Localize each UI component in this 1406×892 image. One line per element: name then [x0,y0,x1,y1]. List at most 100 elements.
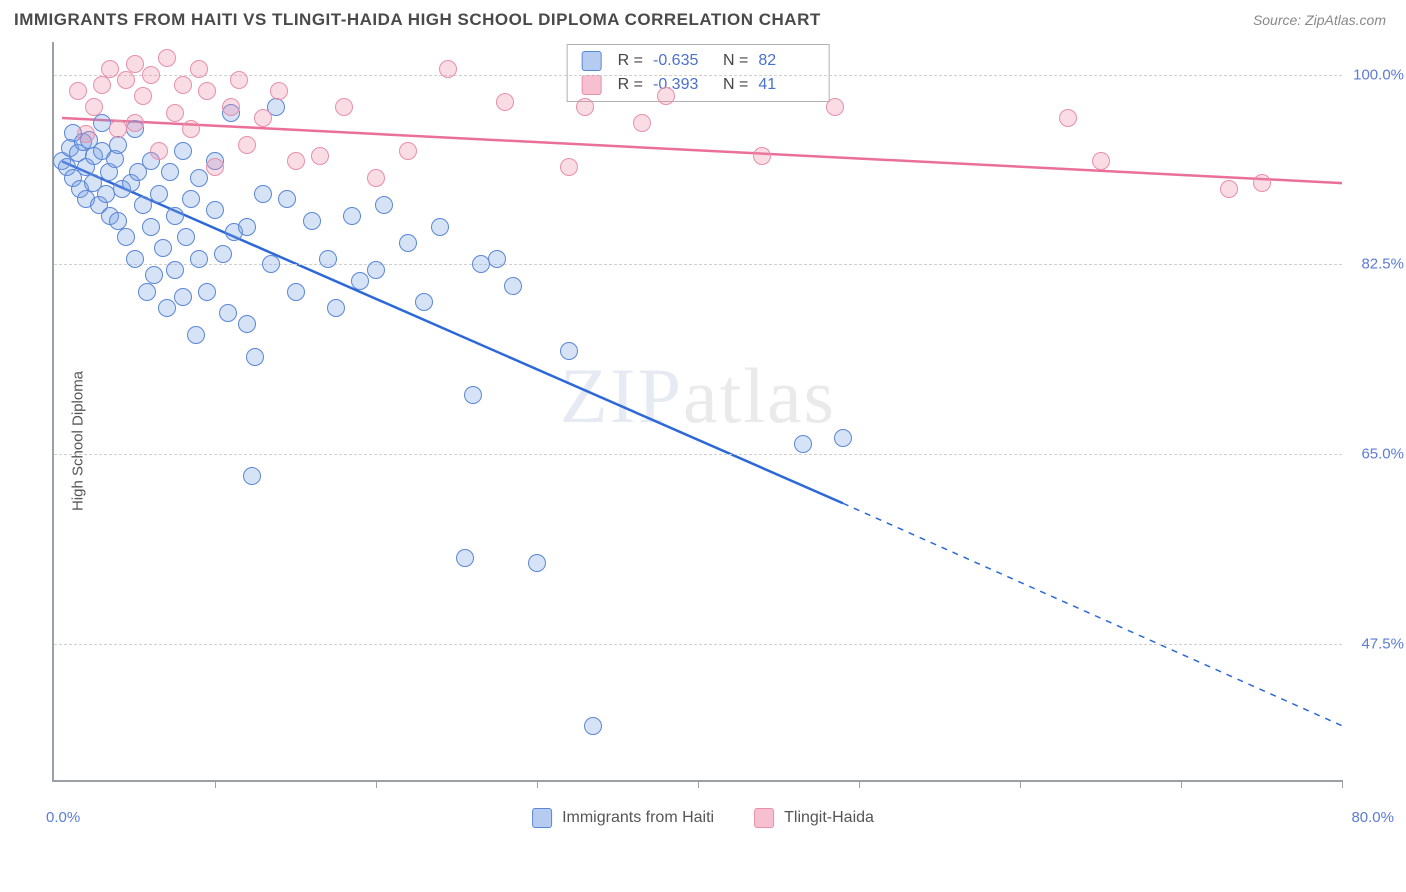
data-point [343,207,361,225]
data-point [126,55,144,73]
data-point [214,245,232,263]
data-point [161,163,179,181]
data-point [560,342,578,360]
n-label: N = [723,73,748,97]
data-point [560,158,578,176]
stats-box: R = -0.635 N = 82 R = -0.393 N = 41 [567,44,830,102]
x-tick [1020,780,1021,788]
n-label: N = [723,49,748,73]
y-tick-label: 47.5% [1348,636,1404,653]
data-point [456,549,474,567]
swatch-pink-icon [582,75,602,95]
r-label: R = [618,73,643,97]
n-value: 41 [758,73,814,97]
data-point [278,190,296,208]
data-point [117,228,135,246]
data-point [158,299,176,317]
data-point [158,49,176,67]
data-point [431,218,449,236]
x-tick [1342,780,1343,788]
y-tick-label: 100.0% [1348,66,1404,83]
chart-header: IMMIGRANTS FROM HAITI VS TLINGIT-HAIDA H… [0,0,1406,36]
data-point [367,261,385,279]
r-value: -0.635 [653,49,709,73]
data-point [238,218,256,236]
data-point [206,158,224,176]
data-point [174,288,192,306]
data-point [134,87,152,105]
data-point [262,255,280,273]
data-point [238,315,256,333]
data-point [504,277,522,295]
data-point [584,717,602,735]
data-point [794,435,812,453]
gridline-h [54,454,1342,455]
data-point [177,228,195,246]
data-point [319,250,337,268]
data-point [126,114,144,132]
data-point [287,283,305,301]
data-point [198,283,216,301]
data-point [142,66,160,84]
data-point [303,212,321,230]
legend-label: Tlingit-Haida [784,809,874,827]
data-point [101,60,119,78]
data-point [222,98,240,116]
x-axis-max: 80.0% [1351,809,1394,826]
data-point [834,429,852,447]
data-point [182,120,200,138]
data-point [1059,109,1077,127]
data-point [367,169,385,187]
data-point [166,104,184,122]
y-tick-label: 65.0% [1348,446,1404,463]
data-point [219,304,237,322]
r-label: R = [618,49,643,73]
data-point [150,185,168,203]
data-point [150,142,168,160]
x-tick [1181,780,1182,788]
data-point [206,201,224,219]
data-point [117,71,135,89]
y-tick-label: 82.5% [1348,256,1404,273]
data-point [174,76,192,94]
data-point [187,326,205,344]
data-point [190,169,208,187]
x-tick [859,780,860,788]
x-tick [537,780,538,788]
data-point [230,71,248,89]
data-point [145,266,163,284]
x-tick [376,780,377,788]
data-point [198,82,216,100]
data-point [287,152,305,170]
legend-label: Immigrants from Haiti [562,809,714,827]
data-point [85,98,103,116]
data-point [134,196,152,214]
data-point [528,554,546,572]
data-point [657,87,675,105]
chart-area: High School Diploma ZIPatlas R = -0.635 … [0,36,1406,846]
data-point [270,82,288,100]
plot-region: ZIPatlas R = -0.635 N = 82 R = -0.393 N … [52,42,1342,782]
chart-title: IMMIGRANTS FROM HAITI VS TLINGIT-HAIDA H… [14,10,821,30]
data-point [174,142,192,160]
data-point [415,293,433,311]
data-point [93,76,111,94]
data-point [138,283,156,301]
data-point [238,136,256,154]
data-point [126,250,144,268]
watermark: ZIPatlas [560,351,836,441]
data-point [142,218,160,236]
x-tick [215,780,216,788]
x-axis-min: 0.0% [46,809,80,826]
data-point [254,109,272,127]
legend-item-tlingit: Tlingit-Haida [754,808,874,828]
swatch-blue-icon [532,808,552,828]
data-point [166,207,184,225]
data-point [496,93,514,111]
data-point [351,272,369,290]
data-point [69,82,87,100]
data-point [182,190,200,208]
data-point [826,98,844,116]
data-point [77,125,95,143]
data-point [1253,174,1271,192]
